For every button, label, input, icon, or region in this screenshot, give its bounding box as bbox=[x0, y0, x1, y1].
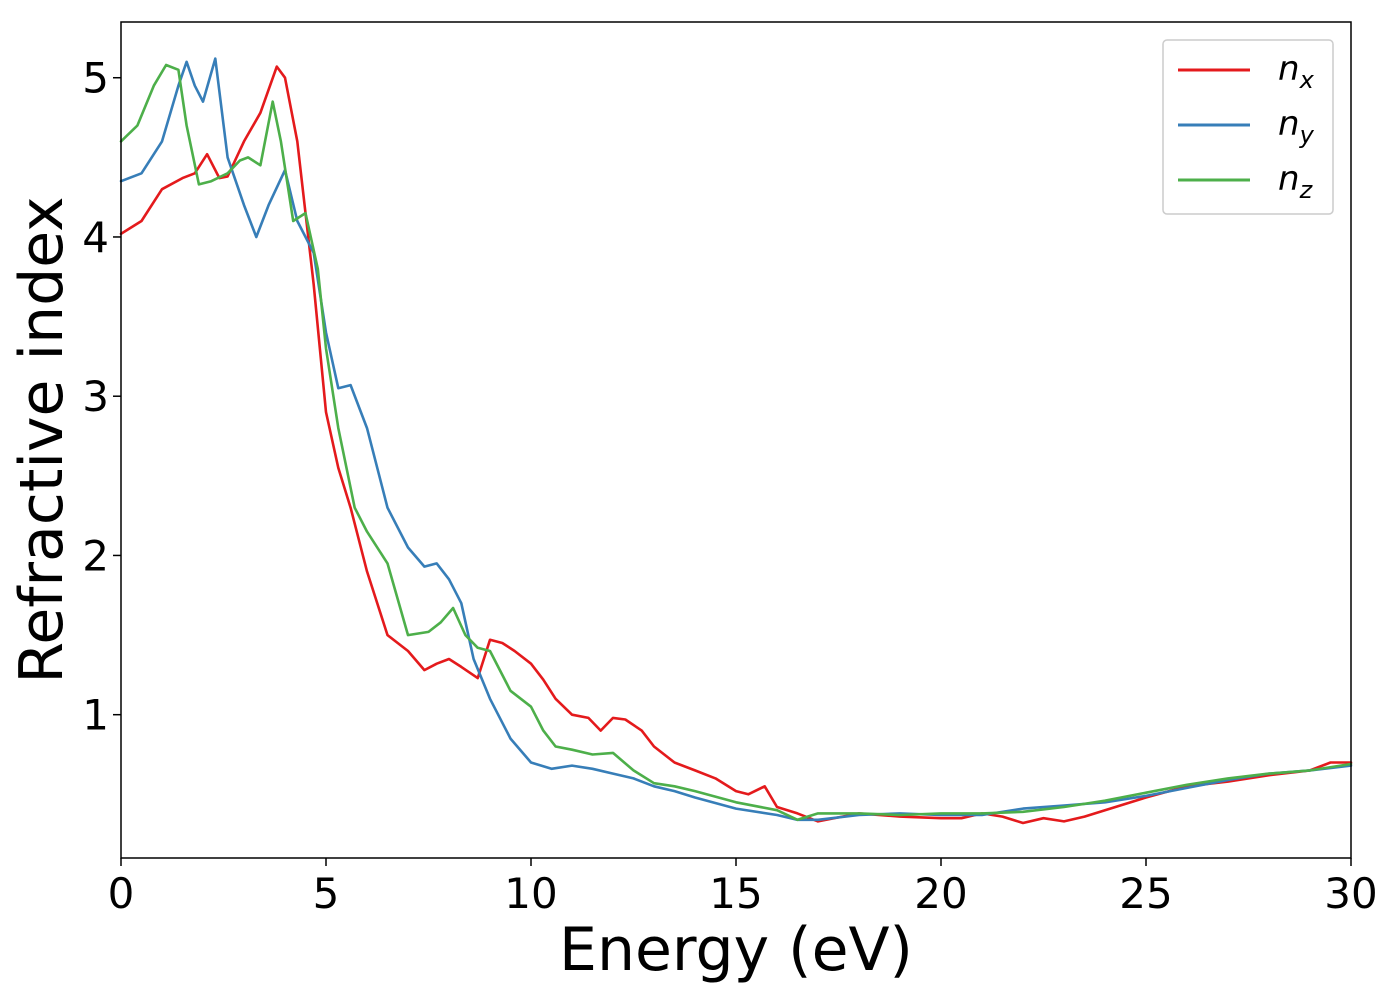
series-line-x bbox=[119, 65, 1353, 825]
x-axis-title: Energy (eV) bbox=[559, 915, 913, 985]
legend-subscript: y bbox=[1299, 121, 1315, 149]
x-tick-label: 10 bbox=[504, 869, 557, 918]
y-tick-label: 1 bbox=[82, 691, 109, 740]
legend-box bbox=[1162, 39, 1334, 215]
x-tick-label: 15 bbox=[709, 869, 762, 918]
y-tick-label: 4 bbox=[82, 213, 109, 262]
x-axis-ticks: 0 5 10 15 20 25 30 bbox=[108, 858, 1378, 918]
x-tick-label: 30 bbox=[1324, 869, 1377, 918]
y-tick-label: 2 bbox=[82, 531, 109, 580]
series-line-z bbox=[119, 63, 1353, 822]
x-tick-label: 0 bbox=[108, 869, 135, 918]
x-tick-label: 25 bbox=[1119, 869, 1172, 918]
series-layer bbox=[119, 57, 1353, 825]
x-tick-label: 20 bbox=[914, 869, 967, 918]
legend-subscript: z bbox=[1299, 176, 1314, 204]
y-axis-ticks: 1 2 3 4 5 bbox=[82, 54, 121, 740]
legend-label-y: ny bbox=[1278, 104, 1315, 149]
legend-subscript: x bbox=[1299, 66, 1315, 94]
y-tick-label: 3 bbox=[82, 372, 109, 421]
y-tick-label: 5 bbox=[82, 54, 109, 103]
x-tick-label: 5 bbox=[313, 869, 340, 918]
legend-label-x: nx bbox=[1278, 49, 1315, 94]
y-axis-title: Refractive index bbox=[7, 196, 77, 683]
